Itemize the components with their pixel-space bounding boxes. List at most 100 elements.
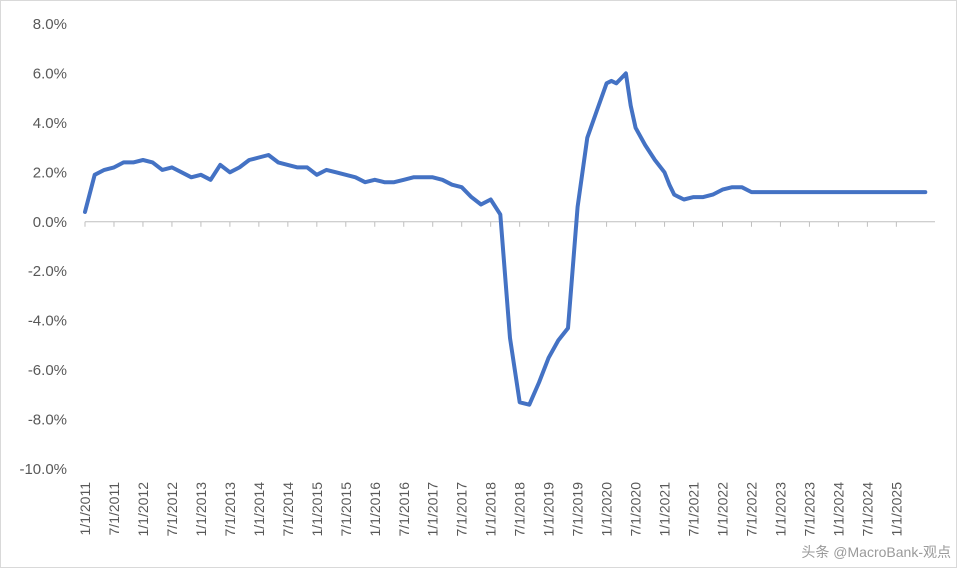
data-point <box>630 105 632 107</box>
data-point <box>393 181 395 183</box>
x-tick-label: 1/1/2011 <box>77 482 93 536</box>
data-point <box>895 191 897 193</box>
y-tick-label: 4.0% <box>33 115 67 132</box>
data-point <box>808 191 810 193</box>
data-point <box>615 82 617 84</box>
x-tick-label: 7/1/2020 <box>628 482 644 537</box>
data-point <box>741 186 743 188</box>
x-tick-label: 7/1/2018 <box>512 482 528 537</box>
data-point <box>712 194 714 196</box>
series-layer <box>83 71 928 407</box>
data-point <box>142 159 144 161</box>
data-point <box>326 169 327 171</box>
data-point <box>181 171 183 173</box>
data-point <box>596 110 598 111</box>
watermark: 头条 @MacroBank-观点 <box>801 544 951 560</box>
data-point <box>620 77 622 79</box>
data-point <box>557 339 559 341</box>
x-tick-label: 7/1/2017 <box>454 482 470 537</box>
data-point <box>132 161 134 163</box>
x-tick-label: 7/1/2019 <box>570 482 586 537</box>
data-point <box>780 191 781 193</box>
data-point <box>567 327 569 329</box>
x-tick-label: 1/1/2022 <box>715 482 731 537</box>
data-point <box>915 191 917 193</box>
data-point <box>837 191 839 193</box>
data-point <box>355 176 356 178</box>
x-tick-label: 1/1/2023 <box>772 482 788 537</box>
x-tick-label: 7/1/2015 <box>338 482 354 537</box>
y-tick-label: 2.0% <box>33 164 67 181</box>
data-point <box>248 159 250 161</box>
data-point <box>635 127 637 129</box>
data-point <box>799 191 801 193</box>
x-tick-label: 1/1/2025 <box>888 482 904 537</box>
data-point <box>412 176 414 178</box>
data-point <box>470 196 472 198</box>
data-point <box>610 80 612 82</box>
y-tick-label: -2.0% <box>28 263 67 280</box>
data-point <box>287 164 289 166</box>
x-tick-label: 7/1/2022 <box>743 482 759 537</box>
data-point <box>490 199 492 200</box>
data-point <box>480 204 482 205</box>
data-point <box>702 196 704 198</box>
data-point <box>297 166 298 168</box>
data-point <box>374 179 376 181</box>
data-point <box>239 166 240 168</box>
data-point <box>461 186 463 188</box>
data-point <box>538 382 540 383</box>
data-point <box>152 161 154 163</box>
data-point <box>229 171 231 173</box>
data-point <box>673 194 675 196</box>
x-tick-label: 7/1/2024 <box>859 482 875 537</box>
data-point <box>200 174 202 176</box>
x-tick-label: 1/1/2014 <box>251 482 267 537</box>
data-point <box>268 154 269 156</box>
data-point <box>664 171 665 173</box>
x-tick-label: 1/1/2019 <box>541 482 557 537</box>
x-tick-label: 1/1/2012 <box>135 482 151 537</box>
x-tick-label: 1/1/2024 <box>830 482 846 537</box>
data-point <box>886 191 888 193</box>
data-point <box>432 176 434 178</box>
data-point <box>924 191 926 193</box>
data-point <box>403 179 405 181</box>
x-tick-label: 7/1/2014 <box>280 482 296 537</box>
data-point <box>499 213 501 215</box>
y-tick-label: 6.0% <box>33 65 67 82</box>
data-point <box>210 179 212 181</box>
data-point <box>219 164 221 166</box>
x-tick-label: 7/1/2013 <box>222 482 238 537</box>
data-point <box>383 181 385 183</box>
y-tick-label: -6.0% <box>28 362 67 379</box>
x-tick-label: 7/1/2021 <box>686 482 702 537</box>
x-tick-label: 1/1/2016 <box>367 482 383 537</box>
data-point <box>818 191 820 193</box>
data-point <box>84 211 86 213</box>
data-point <box>519 401 521 403</box>
x-tick-label: 1/1/2017 <box>425 482 441 537</box>
series-line <box>83 71 928 407</box>
data-point <box>866 191 868 193</box>
y-tick-label: -8.0% <box>28 412 67 429</box>
data-point <box>277 161 279 163</box>
data-point <box>668 184 670 186</box>
data-point <box>678 196 680 198</box>
y-tick-label: -10.0% <box>19 461 67 478</box>
y-tick-label: 0.0% <box>33 214 67 231</box>
x-tick-label: 1/1/2020 <box>599 482 615 537</box>
data-point <box>94 174 96 176</box>
data-point <box>335 171 337 173</box>
data-point <box>644 144 646 146</box>
data-point <box>364 181 366 183</box>
x-tick-label: 1/1/2013 <box>193 482 209 537</box>
data-point <box>625 72 627 74</box>
data-point <box>577 206 579 208</box>
data-point <box>316 174 318 176</box>
data-point <box>548 357 550 359</box>
data-point <box>113 166 115 168</box>
data-point <box>683 199 685 200</box>
data-point <box>123 161 125 163</box>
